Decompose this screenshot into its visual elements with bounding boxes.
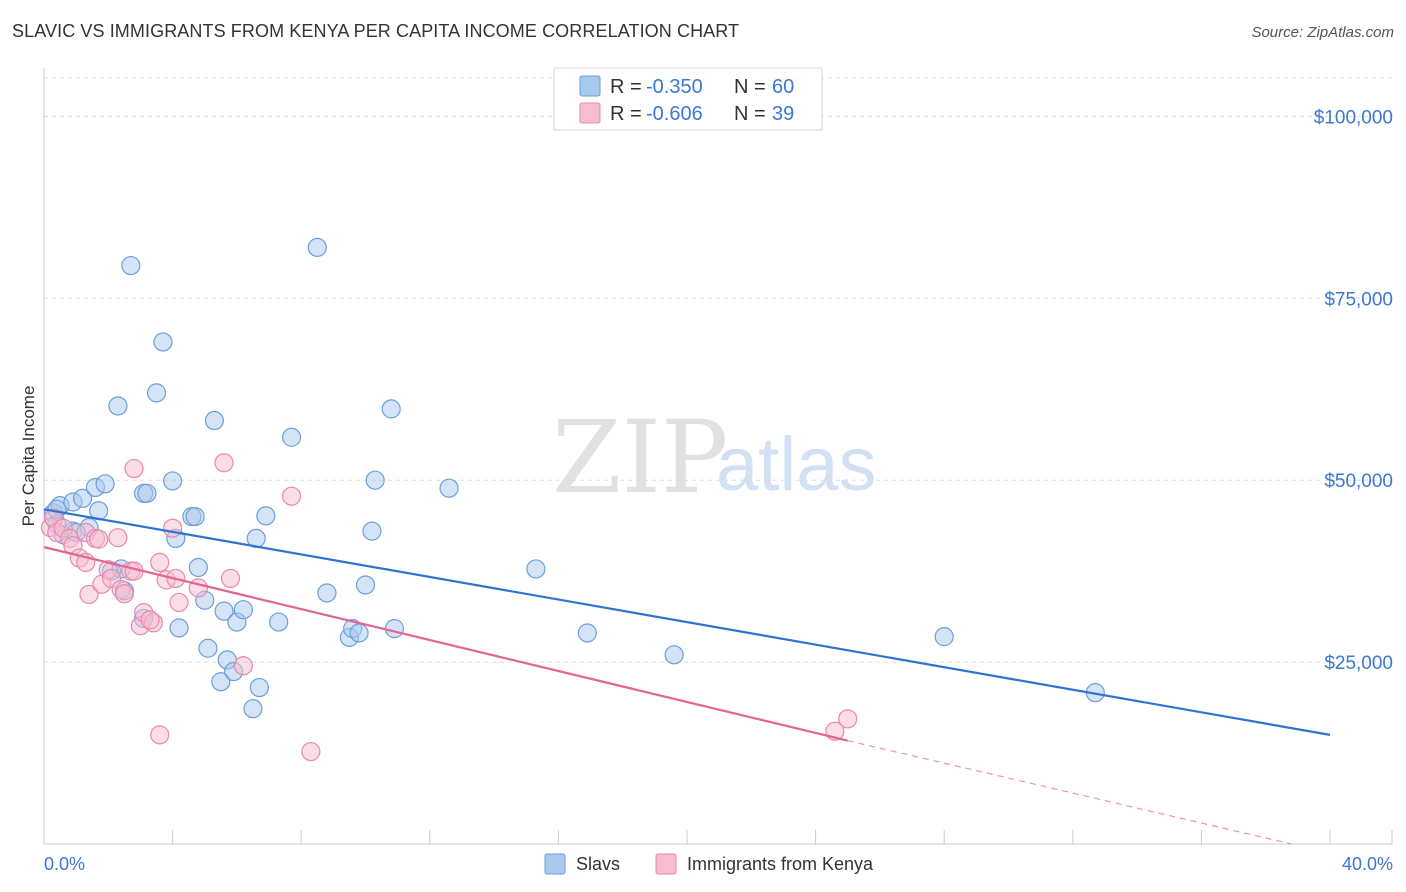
slavs-point-41 [281,427,302,447]
grid-lines [44,77,1392,663]
slavs-point-6 [72,488,93,508]
tick-labels: $25,000 $50,000 $75,000 $100,000 0.0% 40.0% [44,107,1393,874]
y-tick-label-0: $25,000 [1324,653,1393,674]
slavs-point-51 [384,619,405,639]
kenya-point-35 [301,741,321,762]
kenya-point-19 [124,458,144,479]
series-kenya [40,453,858,762]
watermark-atlas: atlas [716,422,877,507]
stats-legend-r-label-slavs: R = [610,76,642,98]
slavs-point-50 [381,399,401,419]
legend-label-slavs: Slavs [576,854,620,874]
kenya-trend-extension [847,740,1292,845]
y-tick-label-3: $100,000 [1314,107,1393,128]
slavs-point-30 [211,672,231,692]
stats-legend-r-value-slavs: -0.350 [646,76,703,98]
kenya-point-25 [150,725,170,745]
kenya-point-37 [838,709,858,729]
slavs-point-52 [439,478,459,498]
legend-swatch-kenya [655,853,677,875]
kenya-point-27 [163,518,183,538]
slavs-point-20 [153,332,173,352]
slavs-point-53 [526,559,546,579]
slavs-point-10 [95,474,115,494]
axes [43,68,1393,845]
kenya-point-29 [169,592,189,613]
stats-legend-swatch-kenya [579,102,601,124]
slavs-point-13 [108,396,128,416]
slavs-point-28 [198,638,218,658]
kenya-point-11 [89,529,109,549]
slavs-point-38 [249,677,270,698]
legend-swatch-slavs [544,853,566,875]
kenya-point-33 [233,656,253,676]
kenya-point-24 [150,552,170,573]
bottom-legend: Slavs Immigrants from Kenya [544,853,874,875]
kenya-point-17 [114,584,134,604]
slavs-point-29 [204,410,224,431]
y-axis-label: Per Capita Income [19,386,38,527]
slavs-point-23 [169,618,189,638]
slavs-point-42 [307,237,327,257]
slavs-point-40 [269,612,289,632]
slavs-point-49 [365,470,385,490]
kenya-point-34 [281,486,302,506]
stats-legend-r-value-kenya: -0.606 [646,103,703,125]
legend-label-kenya: Immigrants from Kenya [687,854,874,874]
kenya-point-32 [220,568,241,589]
slavs-point-31 [214,601,234,621]
stats-legend-r-label-kenya: R = [610,103,642,125]
kenya-point-31 [214,453,234,473]
x-tick-label-1: 40.0% [1342,854,1393,874]
kenya-point-15 [108,528,128,548]
slavs-point-39 [256,506,276,526]
x-tick-label-0: 0.0% [44,854,85,874]
slavs-point-15 [121,255,141,276]
slavs-point-47 [355,575,376,595]
slavs-point-56 [934,627,954,647]
slavs-point-48 [362,521,382,541]
slavs-point-36 [243,699,263,719]
kenya-trend-line [43,546,849,742]
stats-legend-n-label-kenya: N = [734,103,766,125]
stats-legend: R = -0.350 N = 60 R = -0.606 N = 39 [553,67,823,131]
slavs-point-35 [233,600,253,620]
slavs-point-18 [137,483,157,503]
stats-legend-n-value-slavs: 60 [772,76,794,98]
slavs-point-46 [349,623,369,643]
slavs-point-26 [188,557,208,578]
slavs-point-55 [664,645,684,665]
slavs-trend-line [43,508,1331,736]
slavs-point-21 [163,471,183,491]
watermark: ZIP atlas [552,399,877,516]
y-tick-label-1: $50,000 [1324,471,1393,492]
stats-legend-n-value-kenya: 39 [772,103,794,125]
source-credit: Source: ZipAtlas.com [1251,24,1394,41]
chart-title: SLAVIC VS IMMIGRANTS FROM KENYA PER CAPI… [12,21,740,41]
kenya-point-9 [79,584,99,605]
slavs-point-19 [146,383,167,403]
slavs-point-25 [185,506,205,527]
watermark-zip: ZIP [552,399,728,516]
stats-legend-n-label-slavs: N = [734,76,766,98]
kenya-point-30 [188,578,208,598]
stats-legend-swatch-slavs [579,75,601,97]
slavs-point-43 [317,583,337,603]
kenya-point-38 [140,610,160,630]
trend-lines [43,508,1331,845]
y-tick-label-2: $75,000 [1324,289,1393,310]
slavs-point-54 [577,623,597,643]
